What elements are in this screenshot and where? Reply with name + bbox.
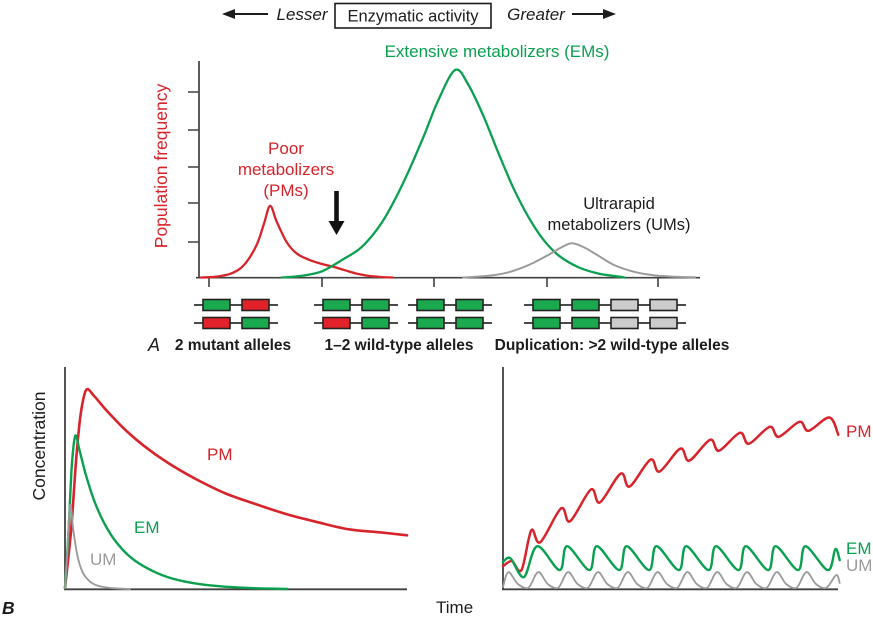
allele-box-green-2-1-1 — [455, 316, 484, 330]
allele-box-green-1-0-0 — [322, 298, 351, 312]
svg-text:metabolizers: metabolizers — [238, 160, 334, 179]
lesser-label: Lesser — [276, 5, 328, 24]
em-curve-label-right: EM — [846, 539, 872, 558]
curve-pm-curves-b1 — [63, 387, 409, 590]
allele-box-red-0-0-1 — [241, 298, 270, 312]
curve-pm-curves-b2 — [501, 416, 840, 573]
allele-box-gray-3-0-2 — [610, 298, 639, 312]
allele-box-green-1-1-1 — [361, 316, 390, 330]
panel-a-letter: A — [147, 335, 160, 355]
greater-label: Greater — [507, 5, 566, 24]
left-arrow-icon — [222, 9, 268, 19]
curve-em-curves-b1 — [63, 434, 289, 591]
enzymatic-activity-box — [334, 2, 492, 29]
allele-box-green-3-0-1 — [571, 298, 600, 312]
allele-box-green-2-1-0 — [416, 316, 445, 330]
panel-b-right-curves — [501, 416, 841, 590]
pm-curve-label-left: PM — [207, 445, 233, 464]
svg-text:Ultrarapid: Ultrarapid — [583, 195, 655, 213]
panel-a: Extensive metabolizers (EMs) Population … — [147, 42, 729, 355]
allele-box-green-0-0-0 — [202, 298, 231, 312]
allele-box-green-2-0-0 — [416, 298, 445, 312]
panel-b-left-curves — [63, 387, 409, 591]
svg-text:(PMs): (PMs) — [263, 181, 308, 200]
allele-box-red-1-1-0 — [322, 316, 351, 330]
panel-a-y-axis-ticks — [188, 91, 199, 243]
allele-box-green-3-1-0 — [532, 316, 561, 330]
concentration-axis-label: Concentration — [29, 392, 49, 501]
allele-box-green-1-0-1 — [361, 298, 390, 312]
panel-b-left: Concentration PM EM UM — [29, 367, 409, 591]
panel-a-x-axis-ticks — [208, 278, 659, 287]
curve-um-curves-b2 — [502, 571, 841, 590]
um-curve-label-right: UM — [846, 556, 872, 575]
svg-text:Poor: Poor — [268, 139, 304, 158]
allele-label-2-mutant: 2 mutant alleles — [175, 337, 291, 354]
curve-pm-curves-a — [199, 204, 394, 279]
um-distribution-label: Ultrarapid metabolizers (UMs) — [547, 195, 690, 234]
svg-text:metabolizers (UMs): metabolizers (UMs) — [547, 216, 690, 234]
allele-box-gray-3-0-3 — [649, 298, 678, 312]
time-axis-label: Time — [436, 598, 473, 617]
um-curve-label-left: UM — [90, 550, 116, 569]
em-distribution-title: Extensive metabolizers (EMs) — [385, 42, 610, 61]
panel-b-right: PM EM UM — [501, 367, 872, 591]
allele-box-red-0-1-0 — [202, 316, 231, 330]
curve-um-curves-a — [462, 242, 696, 279]
down-arrow-icon — [328, 191, 345, 235]
allele-box-gray-3-1-3 — [649, 316, 678, 330]
allele-box-gray-3-1-2 — [610, 316, 639, 330]
pm-distribution-label: Poor metabolizers (PMs) — [238, 139, 334, 200]
panel-a-y-axis-label: Population frequency — [151, 84, 171, 249]
pm-curve-label-right: PM — [846, 422, 872, 441]
enzymatic-activity-label: Enzymatic activity — [347, 8, 479, 26]
panel-a-curves — [199, 68, 696, 279]
allele-label-duplication: Duplication: >2 wild-type alleles — [495, 337, 730, 354]
allele-label-wild-type: 1–2 wild-type alleles — [324, 337, 473, 354]
curve-um-curves-b1 — [64, 503, 131, 590]
curve-em-curves-a — [280, 68, 626, 279]
allele-diagrams — [194, 298, 686, 330]
panel-b-letter: B — [2, 598, 15, 617]
allele-box-green-3-1-1 — [571, 316, 600, 330]
right-arrow-icon — [572, 9, 616, 19]
allele-box-green-0-1-1 — [241, 316, 270, 330]
allele-box-green-3-0-0 — [532, 298, 561, 312]
header: Lesser Enzymatic activity Greater — [222, 2, 616, 29]
allele-box-green-2-0-1 — [455, 298, 484, 312]
em-curve-label-left: EM — [134, 518, 160, 537]
curve-em-curves-b2 — [501, 545, 841, 579]
